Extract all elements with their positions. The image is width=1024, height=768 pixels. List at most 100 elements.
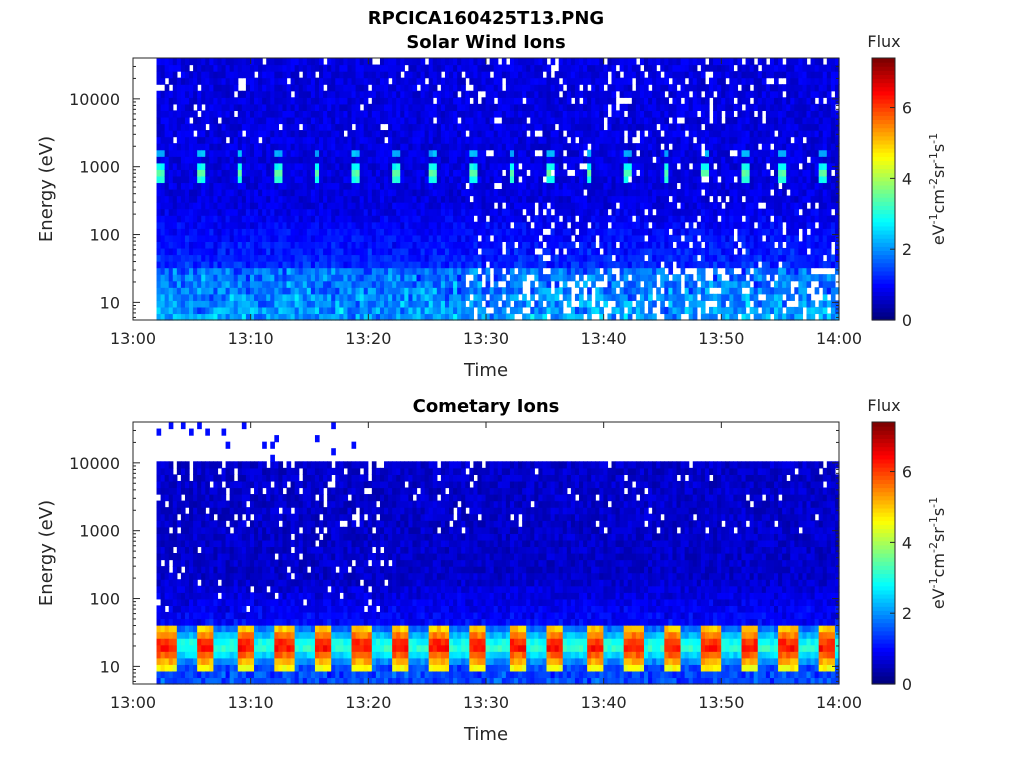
- heatmap-cell: [254, 97, 259, 105]
- heatmap-cell: [469, 247, 474, 256]
- heatmap-cell: [623, 300, 629, 308]
- heatmap-cell: [615, 280, 621, 288]
- heatmap-cell: [587, 195, 592, 203]
- heatmap-cell: [595, 136, 600, 144]
- heatmap-cell: [619, 221, 625, 229]
- heatmap-cell: [615, 306, 621, 315]
- heatmap-cell: [514, 175, 519, 184]
- heatmap-cell: [538, 175, 544, 184]
- heatmap-cell: [180, 143, 186, 151]
- heatmap-cell: [615, 71, 621, 79]
- heatmap-cell: [518, 195, 523, 203]
- heatmap-cell: [241, 169, 247, 177]
- heatmap-cell: [440, 103, 446, 111]
- heatmap-cell: [672, 71, 678, 79]
- heatmap-cell: [213, 162, 219, 170]
- heatmap-cell: [254, 215, 259, 223]
- heatmap-cell: [176, 313, 182, 321]
- heatmap-cell: [574, 84, 580, 92]
- heatmap-cell: [323, 221, 328, 229]
- heatmap-cell: [156, 123, 162, 131]
- heatmap-cell: [440, 280, 446, 288]
- heatmap-cell: [453, 162, 458, 170]
- heatmap-cell: [249, 162, 255, 170]
- heatmap-cell: [509, 97, 515, 105]
- heatmap-cell: [534, 110, 539, 118]
- heatmap-cell: [270, 77, 275, 85]
- heatmap-cell: [184, 143, 190, 151]
- heatmap-cell: [205, 162, 210, 170]
- heatmap-cell: [172, 116, 178, 125]
- heatmap-cell: [363, 71, 369, 79]
- heatmap-cell: [379, 169, 385, 177]
- heatmap-cell: [672, 202, 678, 210]
- heatmap-cell: [168, 116, 174, 125]
- heatmap-cell: [538, 195, 544, 203]
- heatmap-cell: [493, 84, 499, 92]
- heatmap-cell: [623, 234, 629, 242]
- heatmap-cell: [205, 182, 210, 190]
- heatmap-cell: [294, 247, 300, 256]
- heatmap-cell: [197, 169, 202, 177]
- heatmap-cell: [497, 110, 503, 118]
- heatmap-cell: [509, 136, 515, 144]
- heatmap-cell: [339, 280, 344, 288]
- heatmap-cell: [221, 300, 227, 308]
- heatmap-cell: [221, 136, 227, 144]
- heatmap-cell: [306, 293, 312, 301]
- heatmap-cell: [221, 234, 227, 242]
- heatmap-cell: [172, 195, 178, 203]
- heatmap-cell: [298, 58, 304, 66]
- heatmap-cell: [579, 306, 584, 315]
- heatmap-cell: [574, 103, 580, 111]
- heatmap-cell: [696, 300, 702, 308]
- heatmap-cell: [570, 306, 576, 315]
- heatmap-cell: [396, 58, 401, 66]
- heatmap-cell: [692, 280, 698, 288]
- heatmap-cell: [314, 90, 320, 98]
- heatmap-cell: [428, 156, 434, 164]
- heatmap-cell: [233, 103, 239, 111]
- heatmap-cell: [672, 274, 678, 282]
- heatmap-cell: [282, 110, 288, 118]
- heatmap-cell: [522, 202, 527, 210]
- heatmap-cell: [440, 58, 446, 66]
- heatmap-cell: [388, 156, 393, 164]
- heatmap-cell: [408, 313, 414, 321]
- heatmap-cell: [599, 241, 604, 249]
- heatmap-cell: [660, 195, 665, 203]
- heatmap-cell: [327, 228, 332, 236]
- heatmap-cell: [193, 293, 198, 301]
- heatmap-cell: [396, 103, 401, 111]
- heatmap-cell: [664, 156, 669, 164]
- heatmap-cell: [440, 136, 446, 144]
- heatmap-cell: [343, 215, 349, 223]
- heatmap-cell: [270, 293, 275, 301]
- heatmap-cell: [416, 189, 422, 197]
- heatmap-cell: [639, 116, 645, 125]
- heatmap-cell: [635, 84, 641, 92]
- heatmap-cell: [477, 241, 483, 249]
- heatmap-cell: [282, 280, 288, 288]
- heatmap-cell: [294, 84, 300, 92]
- heatmap-cell: [290, 241, 296, 249]
- heatmap-cell: [351, 84, 357, 92]
- heatmap-cell: [351, 110, 357, 118]
- heatmap-cell: [587, 261, 592, 269]
- heatmap-cell: [607, 293, 613, 301]
- heatmap-cell: [367, 221, 373, 229]
- heatmap-cell: [375, 123, 381, 131]
- heatmap-cell: [660, 64, 665, 72]
- heatmap-cell: [298, 116, 304, 125]
- heatmap-cell: [274, 58, 279, 66]
- heatmap-cell: [347, 156, 353, 164]
- heatmap-cell: [168, 280, 174, 288]
- heatmap-cell: [319, 208, 324, 216]
- heatmap-cell: [457, 254, 462, 262]
- heatmap-cell: [396, 228, 401, 236]
- heatmap-cell: [591, 274, 596, 282]
- heatmap-cell: [497, 202, 503, 210]
- heatmap-cell: [554, 274, 560, 282]
- heatmap-cell: [245, 274, 251, 282]
- heatmap-cell: [587, 234, 592, 242]
